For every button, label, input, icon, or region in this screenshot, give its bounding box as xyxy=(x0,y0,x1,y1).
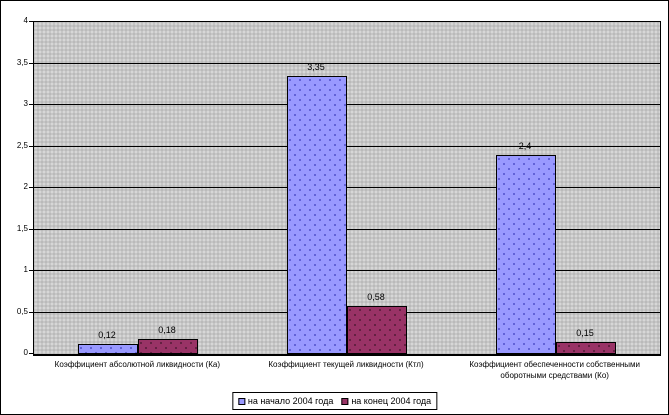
bar-series1-cat2 xyxy=(556,342,616,354)
y-tick-label: 0,5 xyxy=(16,307,28,316)
value-label-series1-cat1: 0,58 xyxy=(367,292,385,302)
gridline-3,5 xyxy=(34,63,660,64)
y-tick-label: 3 xyxy=(23,99,28,108)
y-tick-mark xyxy=(29,312,33,313)
y-tick-label: 4 xyxy=(23,16,28,25)
legend-label-start-2004: на начало 2004 года xyxy=(247,396,334,406)
x-category-label-2: Коэффициент обеспеченности собственными … xyxy=(469,360,640,380)
y-tick-mark xyxy=(29,146,33,147)
y-tick-label: 1 xyxy=(23,265,28,274)
value-label-series0-cat2: 2,4 xyxy=(518,141,532,151)
y-tick-label: 2,5 xyxy=(16,141,28,150)
gridline-2 xyxy=(34,187,660,188)
gridline-1 xyxy=(34,270,660,271)
plot-area xyxy=(33,21,661,356)
bar-series1-cat1 xyxy=(347,306,407,354)
bar-series0-cat2 xyxy=(496,155,556,354)
value-label-series1-cat2: 0,15 xyxy=(576,328,594,338)
y-tick-label: 2 xyxy=(23,182,28,191)
y-tick-mark xyxy=(29,187,33,188)
y-tick-label: 3,5 xyxy=(16,58,28,67)
y-tick-mark xyxy=(29,63,33,64)
y-tick-label: 1,5 xyxy=(16,224,28,233)
y-tick-mark xyxy=(29,21,33,22)
value-label-series0-cat1: 3,35 xyxy=(307,62,325,72)
legend-item-start-2004: на начало 2004 года xyxy=(237,396,334,406)
y-tick-mark xyxy=(29,270,33,271)
bar-series0-cat1 xyxy=(287,76,347,354)
bar-series0-cat0 xyxy=(78,344,138,354)
bar-series1-cat0 xyxy=(138,339,198,354)
value-label-series0-cat0: 0,12 xyxy=(98,330,116,340)
legend: на начало 2004 года на конец 2004 года xyxy=(231,392,438,410)
y-tick-mark xyxy=(29,104,33,105)
gridline-3 xyxy=(34,104,660,105)
value-label-series1-cat0: 0,18 xyxy=(158,325,176,335)
x-category-label-0: Коэффициент абсолютной ликвидности (Ка) xyxy=(54,360,220,369)
legend-swatch-start-2004 xyxy=(237,397,245,405)
gridline-2,5 xyxy=(34,146,660,147)
legend-item-end-2004: на конец 2004 года xyxy=(341,396,431,406)
y-tick-mark xyxy=(29,353,33,354)
legend-label-end-2004: на конец 2004 года xyxy=(351,396,432,406)
gridline-1,5 xyxy=(34,229,660,230)
y-tick-label: 0 xyxy=(23,348,28,357)
y-tick-mark xyxy=(29,229,33,230)
x-axis-category-labels: Коэффициент абсолютной ликвидности (Ка) К… xyxy=(33,359,659,381)
x-category-label-1: Коэффициент текущей ликвидности (Ктл) xyxy=(268,360,424,369)
legend-swatch-end-2004 xyxy=(341,397,349,405)
